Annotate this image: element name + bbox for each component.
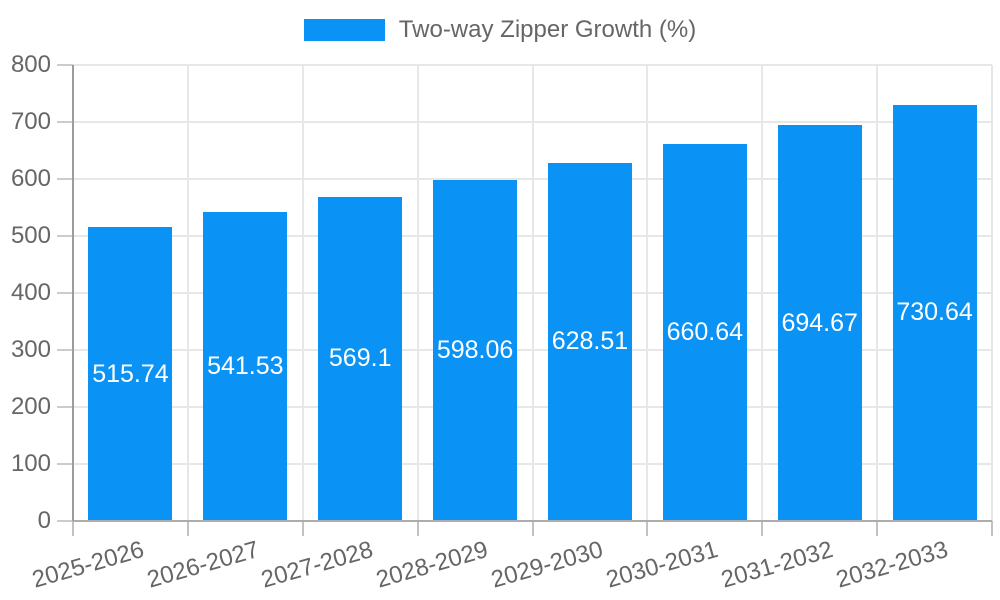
x-gridline bbox=[416, 65, 419, 521]
y-tick-mark bbox=[57, 463, 73, 465]
bar: 541.53 bbox=[203, 212, 288, 521]
y-axis-label: 100 bbox=[10, 450, 51, 477]
y-tick-mark bbox=[57, 292, 73, 294]
x-tick-mark bbox=[876, 521, 879, 536]
y-axis-label: 0 bbox=[37, 507, 51, 534]
x-axis-line bbox=[73, 520, 992, 522]
x-gridline bbox=[531, 65, 534, 521]
x-axis-label: 2029-2030 bbox=[488, 536, 607, 594]
bar: 598.06 bbox=[433, 180, 518, 521]
x-axis-label: 2027-2028 bbox=[258, 536, 377, 594]
legend-swatch bbox=[303, 19, 385, 41]
bar: 730.64 bbox=[892, 104, 977, 521]
x-gridline bbox=[186, 65, 189, 521]
bar-value-label: 598.06 bbox=[436, 336, 514, 365]
y-axis-label: 600 bbox=[10, 165, 51, 192]
legend-label: Two-way Zipper Growth (%) bbox=[398, 16, 697, 43]
y-tick-mark bbox=[57, 349, 73, 351]
bar: 694.67 bbox=[777, 125, 862, 521]
y-axis-label: 800 bbox=[10, 51, 51, 78]
x-axis-label: 2031-2032 bbox=[718, 536, 836, 594]
x-gridline bbox=[301, 65, 304, 521]
x-tick-mark bbox=[531, 521, 534, 536]
x-tick-mark bbox=[186, 521, 189, 536]
x-axis-label: 2026-2027 bbox=[143, 536, 262, 594]
y-axis-line bbox=[72, 65, 74, 521]
y-axis-label: 200 bbox=[10, 393, 51, 420]
x-tick-mark bbox=[991, 521, 993, 536]
x-axis-label: 2028-2029 bbox=[373, 536, 492, 594]
y-axis-label: 700 bbox=[10, 108, 51, 135]
bar-value-label: 541.53 bbox=[207, 352, 284, 381]
x-axis-label: 2025-2026 bbox=[28, 536, 147, 594]
y-tick-mark bbox=[57, 121, 73, 123]
bar: 660.64 bbox=[662, 144, 747, 521]
bar-value-label: 515.74 bbox=[92, 359, 169, 388]
bar-value-label: 569.1 bbox=[328, 344, 392, 373]
x-tick-mark bbox=[416, 521, 419, 536]
x-axis-label: 2030-2031 bbox=[603, 536, 721, 594]
bar: 569.1 bbox=[318, 196, 403, 521]
plot-area: 0 100 200 300 400 500 600 700 800 515.74 541.53 569… bbox=[11, 51, 993, 594]
y-axis-label: 300 bbox=[10, 336, 51, 363]
x-tick-mark bbox=[301, 521, 304, 536]
x-gridline bbox=[761, 65, 764, 521]
x-tick-mark bbox=[761, 521, 764, 536]
bar-value-label: 660.64 bbox=[666, 318, 744, 347]
x-gridline bbox=[646, 65, 649, 521]
y-tick-mark bbox=[57, 178, 73, 180]
y-axis-label: 400 bbox=[10, 279, 51, 306]
bar: 515.74 bbox=[88, 227, 173, 521]
legend-item[interactable]: Two-way Zipper Growth (%) bbox=[303, 16, 697, 44]
y-axis-label: 500 bbox=[10, 222, 51, 249]
x-tick-mark bbox=[646, 521, 649, 536]
y-tick-mark bbox=[57, 235, 73, 237]
bar-value-label: 628.51 bbox=[551, 327, 629, 356]
x-axis-label: 2032-2033 bbox=[832, 536, 951, 594]
bar-value-label: 730.64 bbox=[896, 298, 973, 327]
y-tick-mark bbox=[57, 406, 73, 408]
y-tick-mark bbox=[57, 520, 73, 522]
bar-value-label: 694.67 bbox=[781, 308, 858, 337]
x-gridline bbox=[991, 65, 993, 521]
bar: 628.51 bbox=[547, 162, 632, 521]
x-gridline bbox=[876, 65, 879, 521]
x-tick-mark bbox=[72, 521, 74, 536]
y-tick-mark bbox=[57, 64, 73, 66]
chart-legend: Two-way Zipper Growth (%) bbox=[0, 16, 1000, 44]
